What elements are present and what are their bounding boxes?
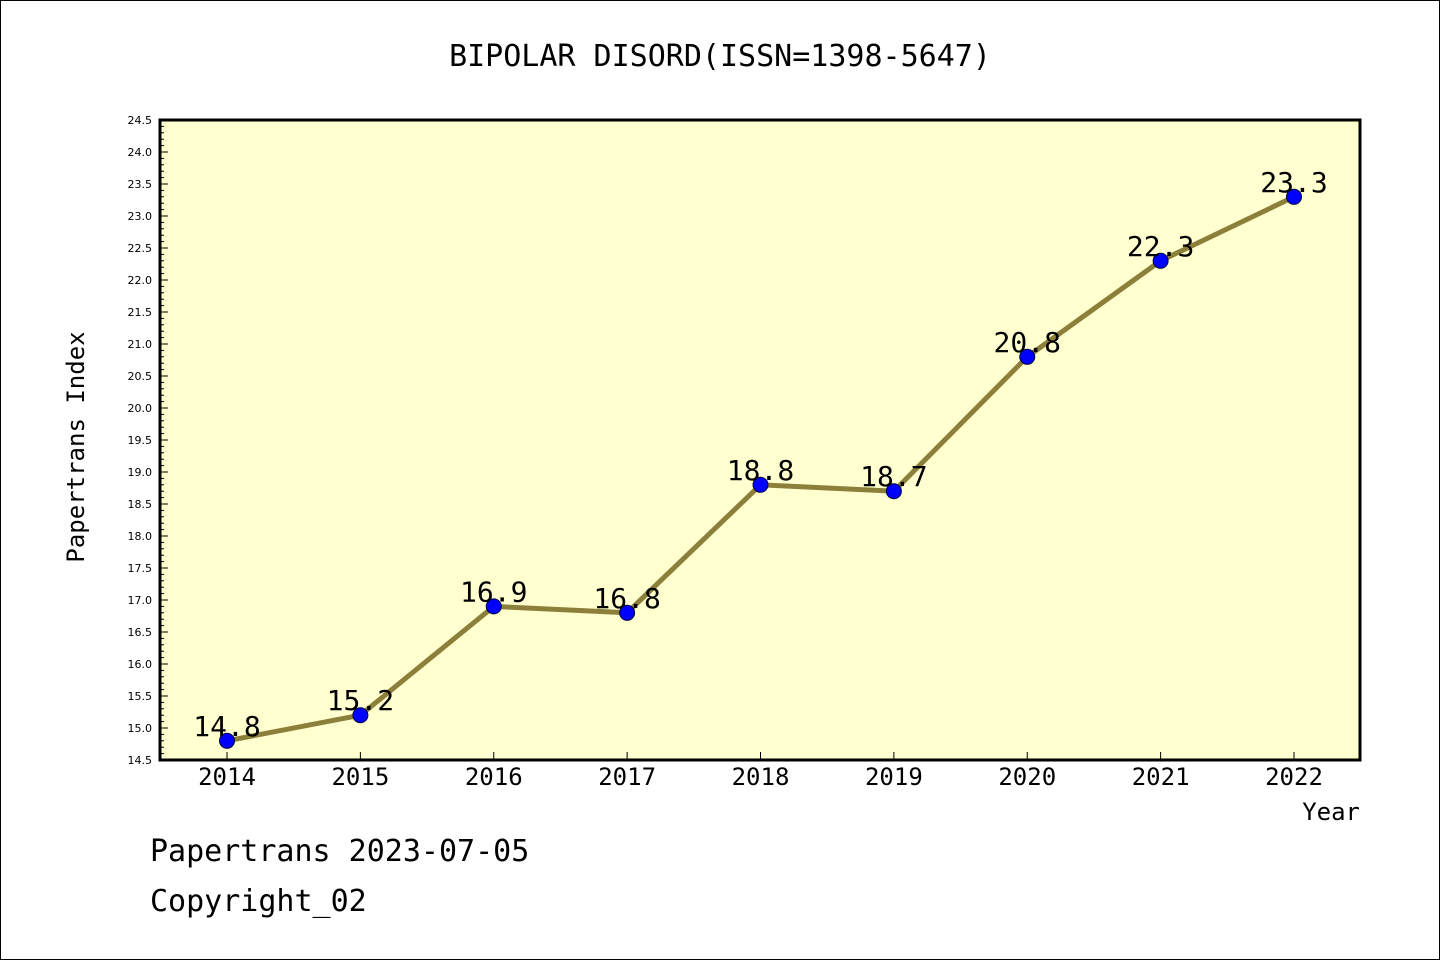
y-tick-label: 22.0 [128,274,153,287]
data-label: 18.8 [727,454,794,487]
data-label: 15.2 [327,684,394,717]
x-tick-label: 2022 [1265,763,1323,791]
y-tick-label: 16.0 [128,658,153,671]
x-tick-label: 2014 [198,763,256,791]
x-tick-label: 2017 [598,763,656,791]
chart-title: BIPOLAR DISORD(ISSN=1398-5647) [449,39,991,74]
y-tick-label: 18.5 [128,498,153,511]
y-tick-label: 18.0 [128,530,153,543]
y-tick-label: 24.0 [128,146,153,159]
data-point [1286,188,1302,205]
data-point [752,476,769,493]
y-tick-label: 20.5 [128,370,153,383]
y-axis-label: Papertrans Index [62,331,90,562]
plot-border [158,118,1362,762]
data-point [219,732,235,749]
x-tick-label: 2021 [1132,763,1190,791]
y-tick-label: 17.5 [128,562,153,575]
data-point [352,707,369,724]
y-tick-label: 23.0 [128,210,153,223]
y-tick-label: 17.0 [128,594,153,607]
x-tick-label: 2018 [732,763,790,791]
y-tick-label: 15.5 [128,690,153,703]
y-tick-label: 21.5 [128,306,153,319]
x-tick-label: 2016 [465,763,523,791]
data-label: 16.8 [593,582,660,615]
x-tick-label: 2019 [865,763,923,791]
y-tick-label: 24.5 [128,114,153,127]
y-tick-label: 15.0 [128,722,153,735]
y-tick-label: 19.0 [128,466,153,479]
data-label: 16.9 [460,575,527,608]
data-label: 23.3 [1260,166,1327,199]
data-labels: 14.8 15.2 16.9 16.8 18.8 18.7 20.8 22.3 23.3 [193,166,1327,743]
data-point [1152,252,1169,269]
data-label: 18.7 [860,460,927,493]
y-tick-label: 20.0 [128,402,153,415]
data-point [485,598,502,615]
series-markers [219,188,1302,749]
y-tick-label: 14.5 [128,754,153,767]
footer-copyright: Copyright_02 [150,884,367,919]
y-tick-label: 23.5 [128,178,153,191]
x-tick-label: 2020 [998,763,1056,791]
data-label: 22.3 [1127,230,1194,263]
y-tick-label: 22.5 [128,242,153,255]
x-axis-label: Year [1302,798,1360,826]
data-label: 20.8 [994,326,1061,359]
plot-area [160,120,1360,760]
y-tick-label: 16.5 [128,626,153,639]
footer-date: Papertrans 2023-07-05 [150,834,530,869]
data-point [1019,348,1036,365]
x-axis: 2014 2015 2016 2017 2018 2019 2020 2021 2022 [198,752,1323,791]
data-point [619,604,636,621]
x-tick-label: 2015 [331,763,389,791]
y-tick-label: 21.0 [128,338,153,351]
y-tick-label: 19.5 [128,434,153,447]
data-point [885,483,902,500]
data-label: 14.8 [193,710,260,743]
